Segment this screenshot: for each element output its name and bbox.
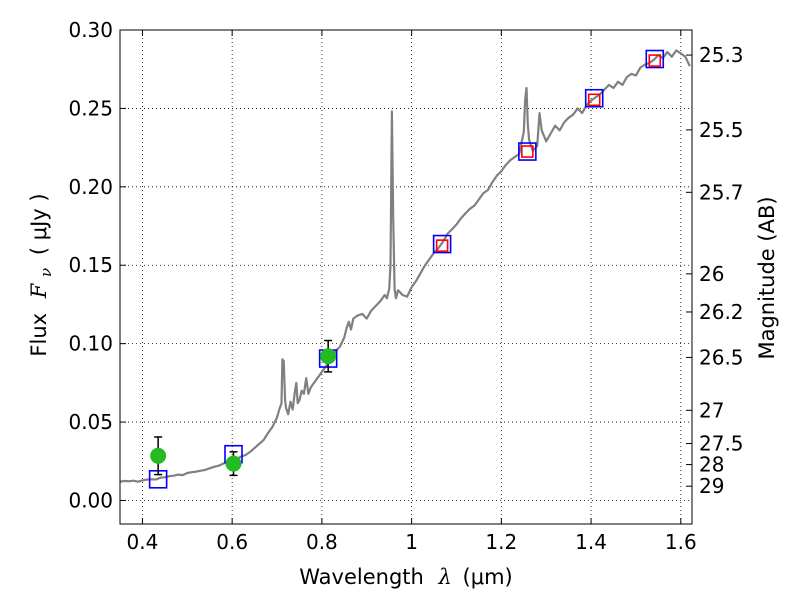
model-photometry-marker bbox=[584, 88, 604, 108]
tick-labels: 0.4 0.6 0.8 1 1.2 1.4 1.6 0.00 0.05 0.10 0.15 0.20 0… bbox=[68, 18, 743, 554]
model-photometry-marker bbox=[432, 234, 452, 254]
model-photometry-marker bbox=[645, 49, 665, 69]
y-tick-label: 0.15 bbox=[68, 253, 113, 277]
right-axis-label: Magnitude (AB) bbox=[755, 196, 779, 359]
measured-flux-point bbox=[225, 455, 242, 472]
grid-lines bbox=[120, 29, 692, 524]
model-photometry-marker bbox=[518, 142, 537, 161]
magnitude-tick-label: 27.5 bbox=[699, 432, 744, 456]
x-axis-label-units: (μm) bbox=[463, 565, 513, 589]
model-sed-line bbox=[119, 49, 691, 483]
x-axis-label-symbol: λ bbox=[438, 565, 452, 589]
x-tick-label: 1.6 bbox=[665, 530, 697, 554]
x-tick-label: 0.8 bbox=[306, 530, 338, 554]
y-axis-label-subscript: ν bbox=[37, 268, 55, 277]
x-axis-label: Wavelength λ (μm) bbox=[299, 565, 512, 589]
y-tick-label: 0.05 bbox=[68, 410, 113, 434]
observed-photometry-marker bbox=[521, 145, 534, 158]
magnitude-tick-label: 25.3 bbox=[699, 43, 744, 67]
y-axis-label-symbol: F bbox=[27, 282, 51, 299]
x-tick-label: 1 bbox=[405, 530, 418, 554]
x-tick-label: 0.4 bbox=[127, 530, 159, 554]
magnitude-tick-label: 26 bbox=[699, 262, 724, 286]
measured-flux-point bbox=[320, 348, 337, 365]
x-axis-label-text: Wavelength bbox=[299, 565, 424, 589]
magnitude-tick-label: 28 bbox=[699, 453, 724, 477]
y-tick-label: 0.20 bbox=[68, 175, 113, 199]
y-axis-label: Flux F ν ( μJy ) bbox=[27, 193, 56, 356]
y-tick-label: 0.30 bbox=[68, 18, 113, 42]
measured-flux-point bbox=[150, 447, 167, 464]
observed-photometry-marker bbox=[435, 239, 449, 252]
x-tick-label: 0.6 bbox=[216, 530, 248, 554]
data-series bbox=[119, 49, 691, 489]
y-axis-label-text: Flux bbox=[27, 313, 51, 357]
x-tick-label: 1.2 bbox=[485, 530, 517, 554]
magnitude-tick-label: 25.5 bbox=[699, 118, 744, 142]
magnitude-tick-label: 25.7 bbox=[699, 180, 744, 204]
observed-photometry-marker bbox=[648, 54, 662, 67]
plot-frame bbox=[119, 29, 693, 525]
y-tick-label: 0.10 bbox=[68, 332, 113, 356]
y-tick-label: 0.00 bbox=[68, 488, 113, 512]
magnitude-tick-label: 29 bbox=[699, 474, 724, 498]
magnitude-tick-label: 26.2 bbox=[699, 300, 744, 324]
magnitude-tick-label: 26.5 bbox=[699, 345, 744, 369]
y-tick-label: 0.25 bbox=[68, 96, 113, 120]
x-tick-label: 1.4 bbox=[575, 530, 607, 554]
observed-photometry-marker bbox=[587, 93, 601, 107]
axis-ticks bbox=[120, 29, 692, 524]
y-axis-label-units: ( μJy ) bbox=[27, 193, 51, 255]
magnitude-tick-label: 27 bbox=[699, 398, 724, 422]
